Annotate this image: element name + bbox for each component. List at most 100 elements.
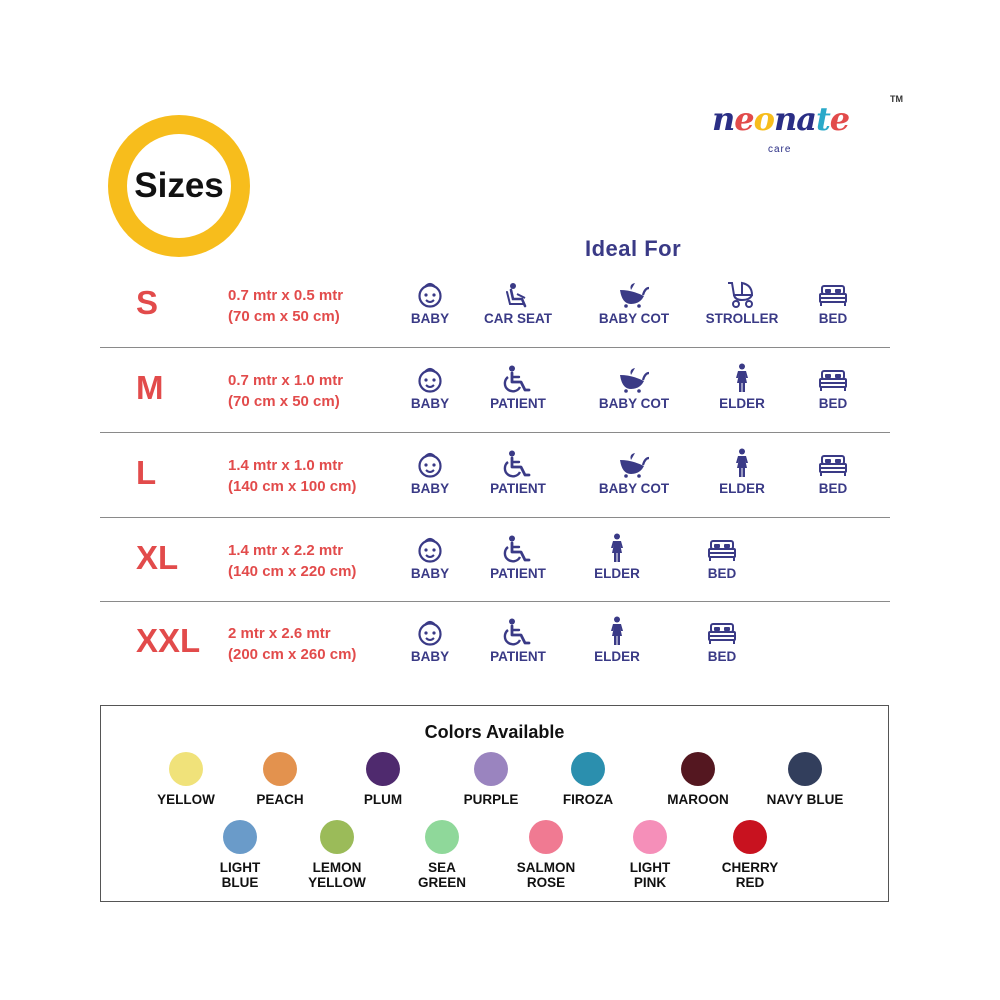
color-name: SEA GREEN (417, 860, 466, 890)
ideal-for-item: STROLLER (687, 280, 797, 326)
ideal-for-item: BED (778, 280, 888, 326)
size-label: S (136, 284, 159, 321)
ideal-for-item: BABY (375, 450, 485, 496)
logo-care-text: care (768, 144, 792, 155)
baby-cot-icon (579, 450, 689, 478)
ideal-for-label: PATIENT (490, 649, 546, 664)
sizes-badge: Sizes (108, 115, 250, 257)
dimension-cm: (140 cm x 100 cm) (228, 478, 357, 495)
size-dimensions: 0.7 mtr x 0.5 mtr (70 cm x 50 cm) (228, 285, 343, 327)
ideal-for-heading: Ideal For (585, 236, 682, 261)
color-dot (263, 752, 297, 786)
ideal-for-label: PATIENT (490, 481, 546, 496)
logo-letter: a (796, 100, 817, 138)
baby-cot-icon (579, 365, 689, 393)
color-dot (571, 752, 605, 786)
color-swatch: PLUM (328, 752, 438, 807)
ideal-for-item: ELDER (687, 448, 797, 496)
color-dot (169, 752, 203, 786)
dimension-mtr: 1.4 mtr x 1.0 mtr (228, 457, 344, 474)
ideal-for-label: ELDER (594, 649, 640, 664)
ideal-for-label: ELDER (594, 566, 640, 581)
color-dot (223, 820, 257, 854)
ideal-for-item: BED (778, 450, 888, 496)
logo-letter: n (773, 100, 797, 138)
color-dot (366, 752, 400, 786)
ideal-for-label: PATIENT (490, 396, 546, 411)
color-name: LIGHT PINK (629, 860, 671, 890)
size-label: XXL (136, 622, 201, 659)
dimension-mtr: 0.7 mtr x 0.5 mtr (228, 287, 344, 304)
dimension-cm: (70 cm x 50 cm) (228, 393, 340, 410)
elder-icon (562, 533, 672, 563)
ideal-for-label: BABY (410, 481, 450, 496)
color-dot (320, 820, 354, 854)
ideal-for-item: ELDER (562, 533, 672, 581)
color-swatch: CHERRY RED (695, 820, 805, 890)
color-dot (788, 752, 822, 786)
ideal-for-label: BABY COT (598, 311, 670, 326)
wheelchair-icon (463, 535, 573, 563)
color-dot (425, 820, 459, 854)
bed-icon (667, 535, 777, 563)
row-divider (100, 432, 890, 433)
ideal-for-item: BABY COT (579, 365, 689, 411)
color-swatch: MAROON (643, 752, 753, 807)
ideal-for-label: BED (818, 396, 848, 411)
row-divider (100, 517, 890, 518)
ideal-for-label: BABY (410, 566, 450, 581)
ideal-for-label: STROLLER (705, 311, 779, 326)
ideal-for-label: ELDER (719, 396, 765, 411)
wheelchair-icon (463, 618, 573, 646)
baby-cot-icon (579, 280, 689, 308)
color-swatch: FIROZA (533, 752, 643, 807)
colors-available-box: Colors Available YELLOW PEACH PLUM PURPLE FI… (100, 705, 889, 902)
color-swatch: YELLOW (131, 752, 241, 807)
ideal-for-item: PATIENT (463, 618, 573, 664)
color-swatch: LIGHT PINK (595, 820, 705, 890)
ideal-for-item: BED (778, 365, 888, 411)
color-swatch: SEA GREEN (387, 820, 497, 890)
baby-icon (375, 365, 485, 393)
baby-icon (375, 618, 485, 646)
size-label: M (136, 369, 164, 406)
color-dot (474, 752, 508, 786)
color-name: SALMON ROSE (516, 860, 576, 890)
ideal-for-item: BED (667, 535, 777, 581)
size-row-xl: XL 1.4 mtr x 2.2 mtr (140 cm x 220 cm) BABY… (100, 533, 890, 595)
size-row-m: M 0.7 mtr x 1.0 mtr (70 cm x 50 cm) BABY PAT… (100, 363, 890, 425)
baby-icon (375, 280, 485, 308)
size-row-xxl: XXL 2 mtr x 2.6 mtr (200 cm x 260 cm) BABY P… (100, 616, 890, 678)
colors-title: Colors Available (424, 722, 565, 742)
ideal-for-item: BABY COT (579, 450, 689, 496)
size-dimensions: 1.4 mtr x 2.2 mtr (140 cm x 220 cm) (228, 540, 356, 582)
wheelchair-icon (463, 450, 573, 478)
stroller-icon (687, 280, 797, 308)
color-dot (529, 820, 563, 854)
ideal-for-label: CAR SEAT (483, 311, 552, 326)
ideal-for-label: BED (707, 649, 737, 664)
bed-icon (778, 365, 888, 393)
logo-letter: t (815, 100, 831, 138)
ideal-for-item: PATIENT (463, 365, 573, 411)
color-swatch: PURPLE (436, 752, 546, 807)
bed-icon (778, 450, 888, 478)
color-name: LIGHT BLUE (219, 860, 261, 890)
size-row-l: L 1.4 mtr x 1.0 mtr (140 cm x 100 cm) BABY P… (100, 448, 890, 510)
color-name: YELLOW (157, 792, 215, 807)
color-swatch: PEACH (225, 752, 335, 807)
ideal-for-item: BABY (375, 365, 485, 411)
bed-icon (778, 280, 888, 308)
ideal-for-item: BABY (375, 618, 485, 664)
brand-logo: neonate TM care (708, 92, 908, 162)
dimension-cm: (140 cm x 220 cm) (228, 563, 357, 580)
color-name: LEMON YELLOW (308, 860, 366, 890)
ideal-for-item: ELDER (687, 363, 797, 411)
ideal-for-label: ELDER (719, 481, 765, 496)
size-dimensions: 0.7 mtr x 1.0 mtr (70 cm x 50 cm) (228, 370, 343, 412)
dimension-cm: (70 cm x 50 cm) (228, 308, 340, 325)
color-name: FIROZA (562, 792, 614, 807)
badge-title: Sizes (134, 166, 224, 205)
elder-icon (562, 616, 672, 646)
color-swatch: NAVY BLUE (750, 752, 860, 807)
